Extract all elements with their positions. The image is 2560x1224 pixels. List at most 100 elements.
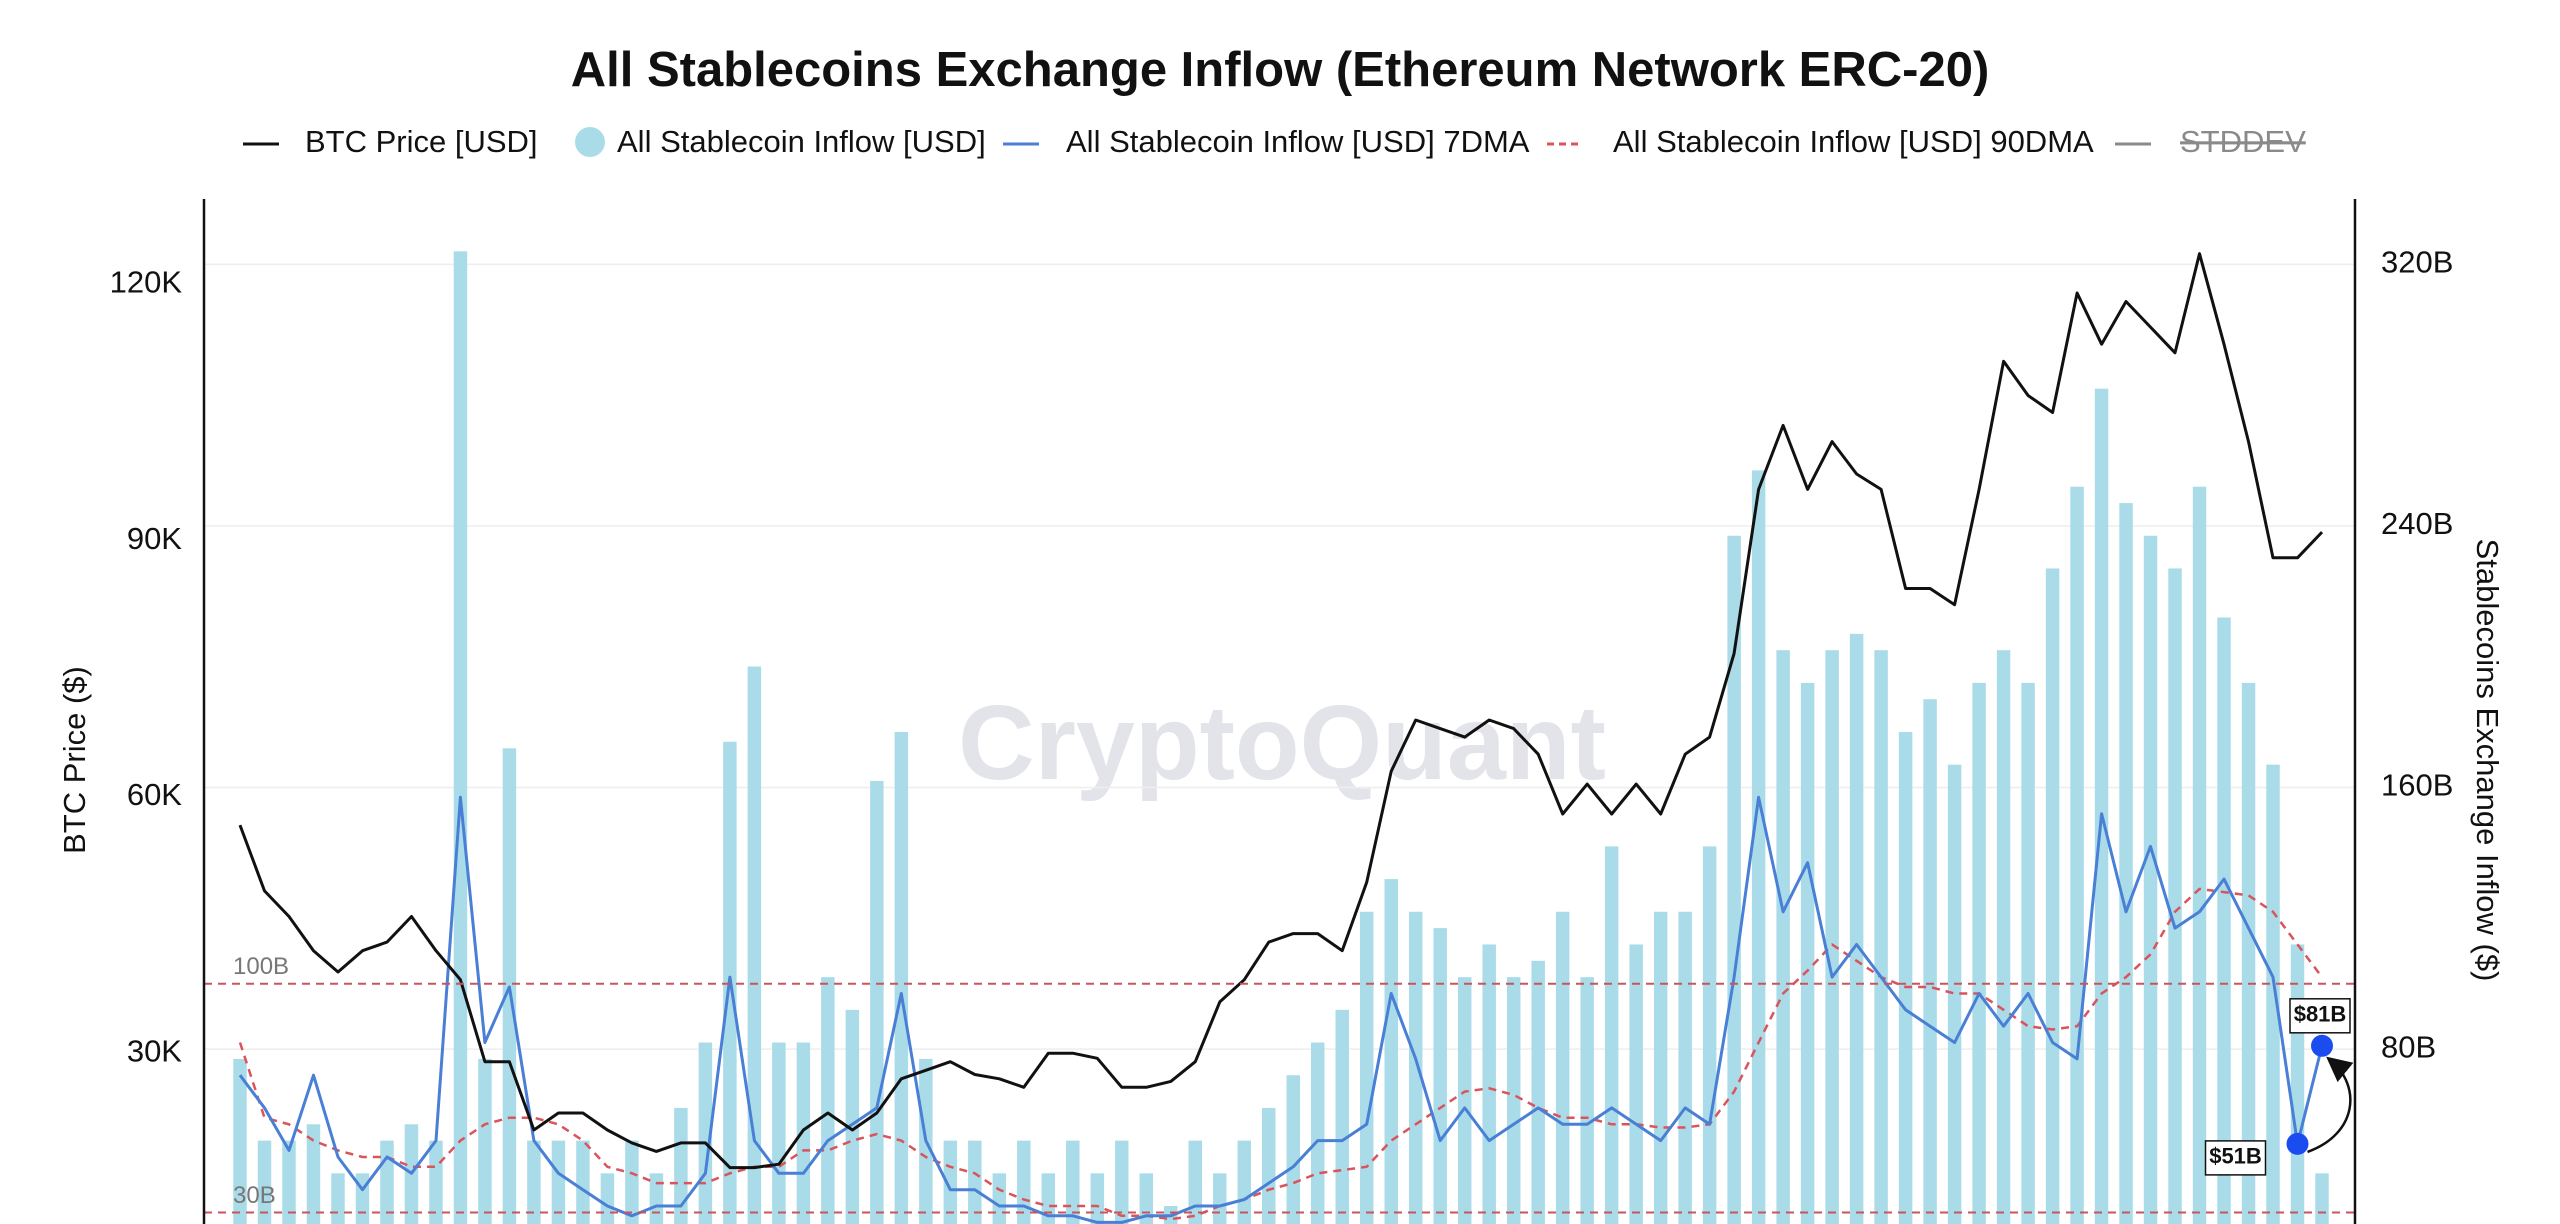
bar [1849,633,1864,1224]
bar [453,251,468,1224]
bar [527,1140,541,1224]
bar [2217,617,2231,1224]
bar [1262,1107,1276,1224]
bar [1017,1140,1031,1224]
bar [1188,1140,1203,1224]
bar [331,1173,345,1224]
legend-marker [575,127,605,157]
trend-arrow [2307,1056,2354,1154]
bar [2315,1173,2329,1224]
highlight-dot [2311,1034,2333,1057]
value-label: $81B [2294,1002,2347,1027]
bar [796,1042,811,1224]
bar [1751,470,1766,1224]
watermark: CryptoQuant [958,684,1606,802]
y2-axis-label: Stablecoins Exchange Inflow ($) [2470,539,2505,982]
series-line [238,795,2324,1224]
bar [380,1140,394,1224]
bar [1090,1173,1105,1224]
bar [233,1058,247,1224]
overlay: 80B 160B 240B 320B 30K 60K 90K 120K $51B $81B BTC … [110,124,2453,1176]
bar [306,1124,321,1224]
bar [2168,568,2182,1224]
bar [2094,388,2109,1224]
bar [1359,911,1374,1224]
bar [1898,731,1913,1224]
bar [1433,928,1447,1224]
bar [1531,960,1545,1224]
bar [1311,1042,1325,1224]
bar [2241,682,2256,1224]
bar [625,1140,639,1224]
bar [943,1140,958,1224]
bar [1482,944,1496,1224]
bar [821,977,835,1224]
legend-label: All Stablecoin Inflow [USD] [617,124,986,159]
bar [674,1107,688,1224]
y-tick-label: 30K [127,1033,182,1068]
bar [747,666,762,1224]
bar [1604,846,1619,1224]
bar [2290,944,2305,1224]
bar [1629,944,1643,1224]
bar [1237,1140,1251,1224]
bar [968,1140,982,1224]
bar [282,1140,296,1224]
series-line [238,252,2324,1170]
bar [1653,911,1668,1224]
bar [894,731,909,1224]
reference-label: 30B [233,1182,276,1209]
y2-tick-label: 240B [2381,506,2453,541]
bar [1996,650,2011,1224]
y-tick-label: 120K [110,265,183,300]
y2-tick-label: 160B [2381,768,2453,803]
bar [2192,486,2207,1224]
y2-tick-label: 80B [2381,1029,2436,1064]
plot-area: 100B 30B [205,251,2355,1224]
legend-label: All Stablecoin Inflow [USD] 7DMA [1066,124,1530,159]
bar [1923,699,1937,1224]
bar [1800,682,1815,1224]
bar [1408,911,1423,1224]
bar [1041,1173,1056,1224]
bar [649,1173,664,1224]
series-line [238,887,2323,1221]
bar [1825,650,1839,1224]
bar [1066,1140,1080,1224]
bar [2070,486,2084,1224]
bar [1972,682,1986,1224]
bar [257,1140,272,1224]
bar [2119,503,2133,1224]
bar [429,1140,443,1224]
reference-label: 100B [233,953,289,980]
bar [1286,1075,1300,1224]
bar [1115,1140,1129,1224]
bar [1702,846,1717,1224]
bar [1213,1173,1227,1224]
bar [1335,1009,1349,1224]
bar [2045,568,2060,1224]
bar [1457,977,1472,1224]
bar [2143,535,2158,1224]
bar [992,1173,1007,1224]
bar [1678,911,1692,1224]
bar [551,1140,566,1224]
y-tick-label: 60K [127,777,182,812]
legend-label: STDDEV [2180,124,2306,159]
legend-label: BTC Price [USD] [305,124,538,159]
bar [1555,911,1570,1224]
y-axis-label: BTC Price ($) [57,666,92,854]
bar [772,1042,786,1224]
bar [1776,650,1790,1224]
bar [870,780,884,1224]
bar [1506,977,1521,1224]
label-box [2204,1140,2267,1176]
bar [1727,535,1741,1224]
value-label: $51B [2209,1144,2262,1169]
bar [1947,764,1962,1224]
bar [2266,764,2280,1224]
bar [1384,879,1398,1224]
label-box [2289,998,2351,1034]
